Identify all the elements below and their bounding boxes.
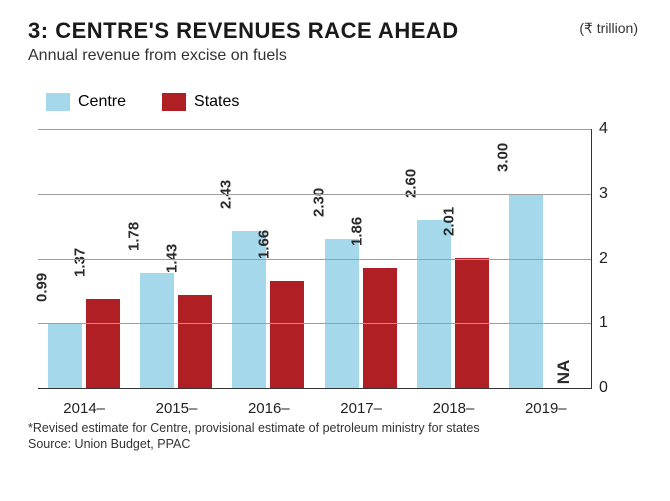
y-tick-label: 4	[599, 120, 619, 138]
x-tick-label: 2014–	[38, 400, 130, 417]
legend-label-states: States	[194, 93, 239, 111]
legend-swatch-states	[162, 93, 186, 111]
x-tick-label: 2016–	[223, 400, 315, 417]
bar-value-label: 1.78	[126, 222, 143, 251]
legend-swatch-centre	[46, 93, 70, 111]
bar-centre: 2.60	[417, 220, 451, 388]
bar-centre: 2.30	[325, 239, 359, 388]
bar-states: 1.66	[270, 281, 304, 388]
legend-item-centre: Centre	[46, 93, 126, 111]
x-axis-labels: 2014–2015–2016–2017–2018–2019–	[38, 400, 592, 417]
chart-title: 3: CENTRE'S REVENUES RACE AHEAD	[28, 18, 642, 44]
chart-plot-area: 0.991.371.781.432.431.662.301.862.602.01…	[28, 121, 642, 417]
bar-value-label: 1.86	[348, 216, 365, 245]
chart-unit: (₹ trillion)	[579, 20, 638, 37]
y-tick-label: 3	[599, 185, 619, 203]
gridline	[38, 194, 591, 195]
plot: 0.991.371.781.432.431.662.301.862.602.01…	[38, 129, 592, 389]
bar-centre: 3.00	[509, 194, 543, 388]
x-tick-label: 2015–	[130, 400, 222, 417]
x-tick-label: 2019–	[500, 400, 592, 417]
bar-na-label: NA	[554, 360, 574, 385]
bar-centre: 0.99	[48, 324, 82, 388]
chart-source: Source: Union Budget, PPAC	[28, 437, 642, 451]
bar-value-label: 2.01	[440, 207, 457, 236]
legend-label-centre: Centre	[78, 93, 126, 111]
bar-value-label: 3.00	[494, 143, 511, 172]
chart-title-text: CENTRE'S REVENUES RACE AHEAD	[55, 18, 458, 43]
chart-footnote: *Revised estimate for Centre, provisiona…	[28, 421, 642, 435]
chart-subtitle: Annual revenue from excise on fuels	[28, 47, 642, 65]
bar-value-label: 2.30	[310, 188, 327, 217]
bar-states: NA	[547, 364, 581, 388]
gridline	[38, 259, 591, 260]
legend-item-states: States	[162, 93, 239, 111]
x-tick-label: 2018–	[407, 400, 499, 417]
y-tick-label: 0	[599, 379, 619, 397]
legend: Centre States	[46, 93, 642, 111]
x-tick-label: 2017–	[315, 400, 407, 417]
bar-value-label: 1.37	[71, 248, 88, 277]
gridline	[38, 129, 591, 130]
bar-states: 1.37	[86, 299, 120, 388]
y-tick-label: 1	[599, 314, 619, 332]
y-tick-label: 2	[599, 250, 619, 268]
gridline	[38, 323, 591, 324]
bar-centre: 1.78	[140, 273, 174, 388]
bar-states: 1.86	[363, 268, 397, 388]
chart-index: 3:	[28, 18, 55, 43]
bar-states: 1.43	[178, 295, 212, 388]
chart-card: 3: CENTRE'S REVENUES RACE AHEAD Annual r…	[0, 0, 670, 501]
bar-value-label: 1.66	[256, 229, 273, 258]
bar-value-label: 0.99	[33, 273, 50, 302]
